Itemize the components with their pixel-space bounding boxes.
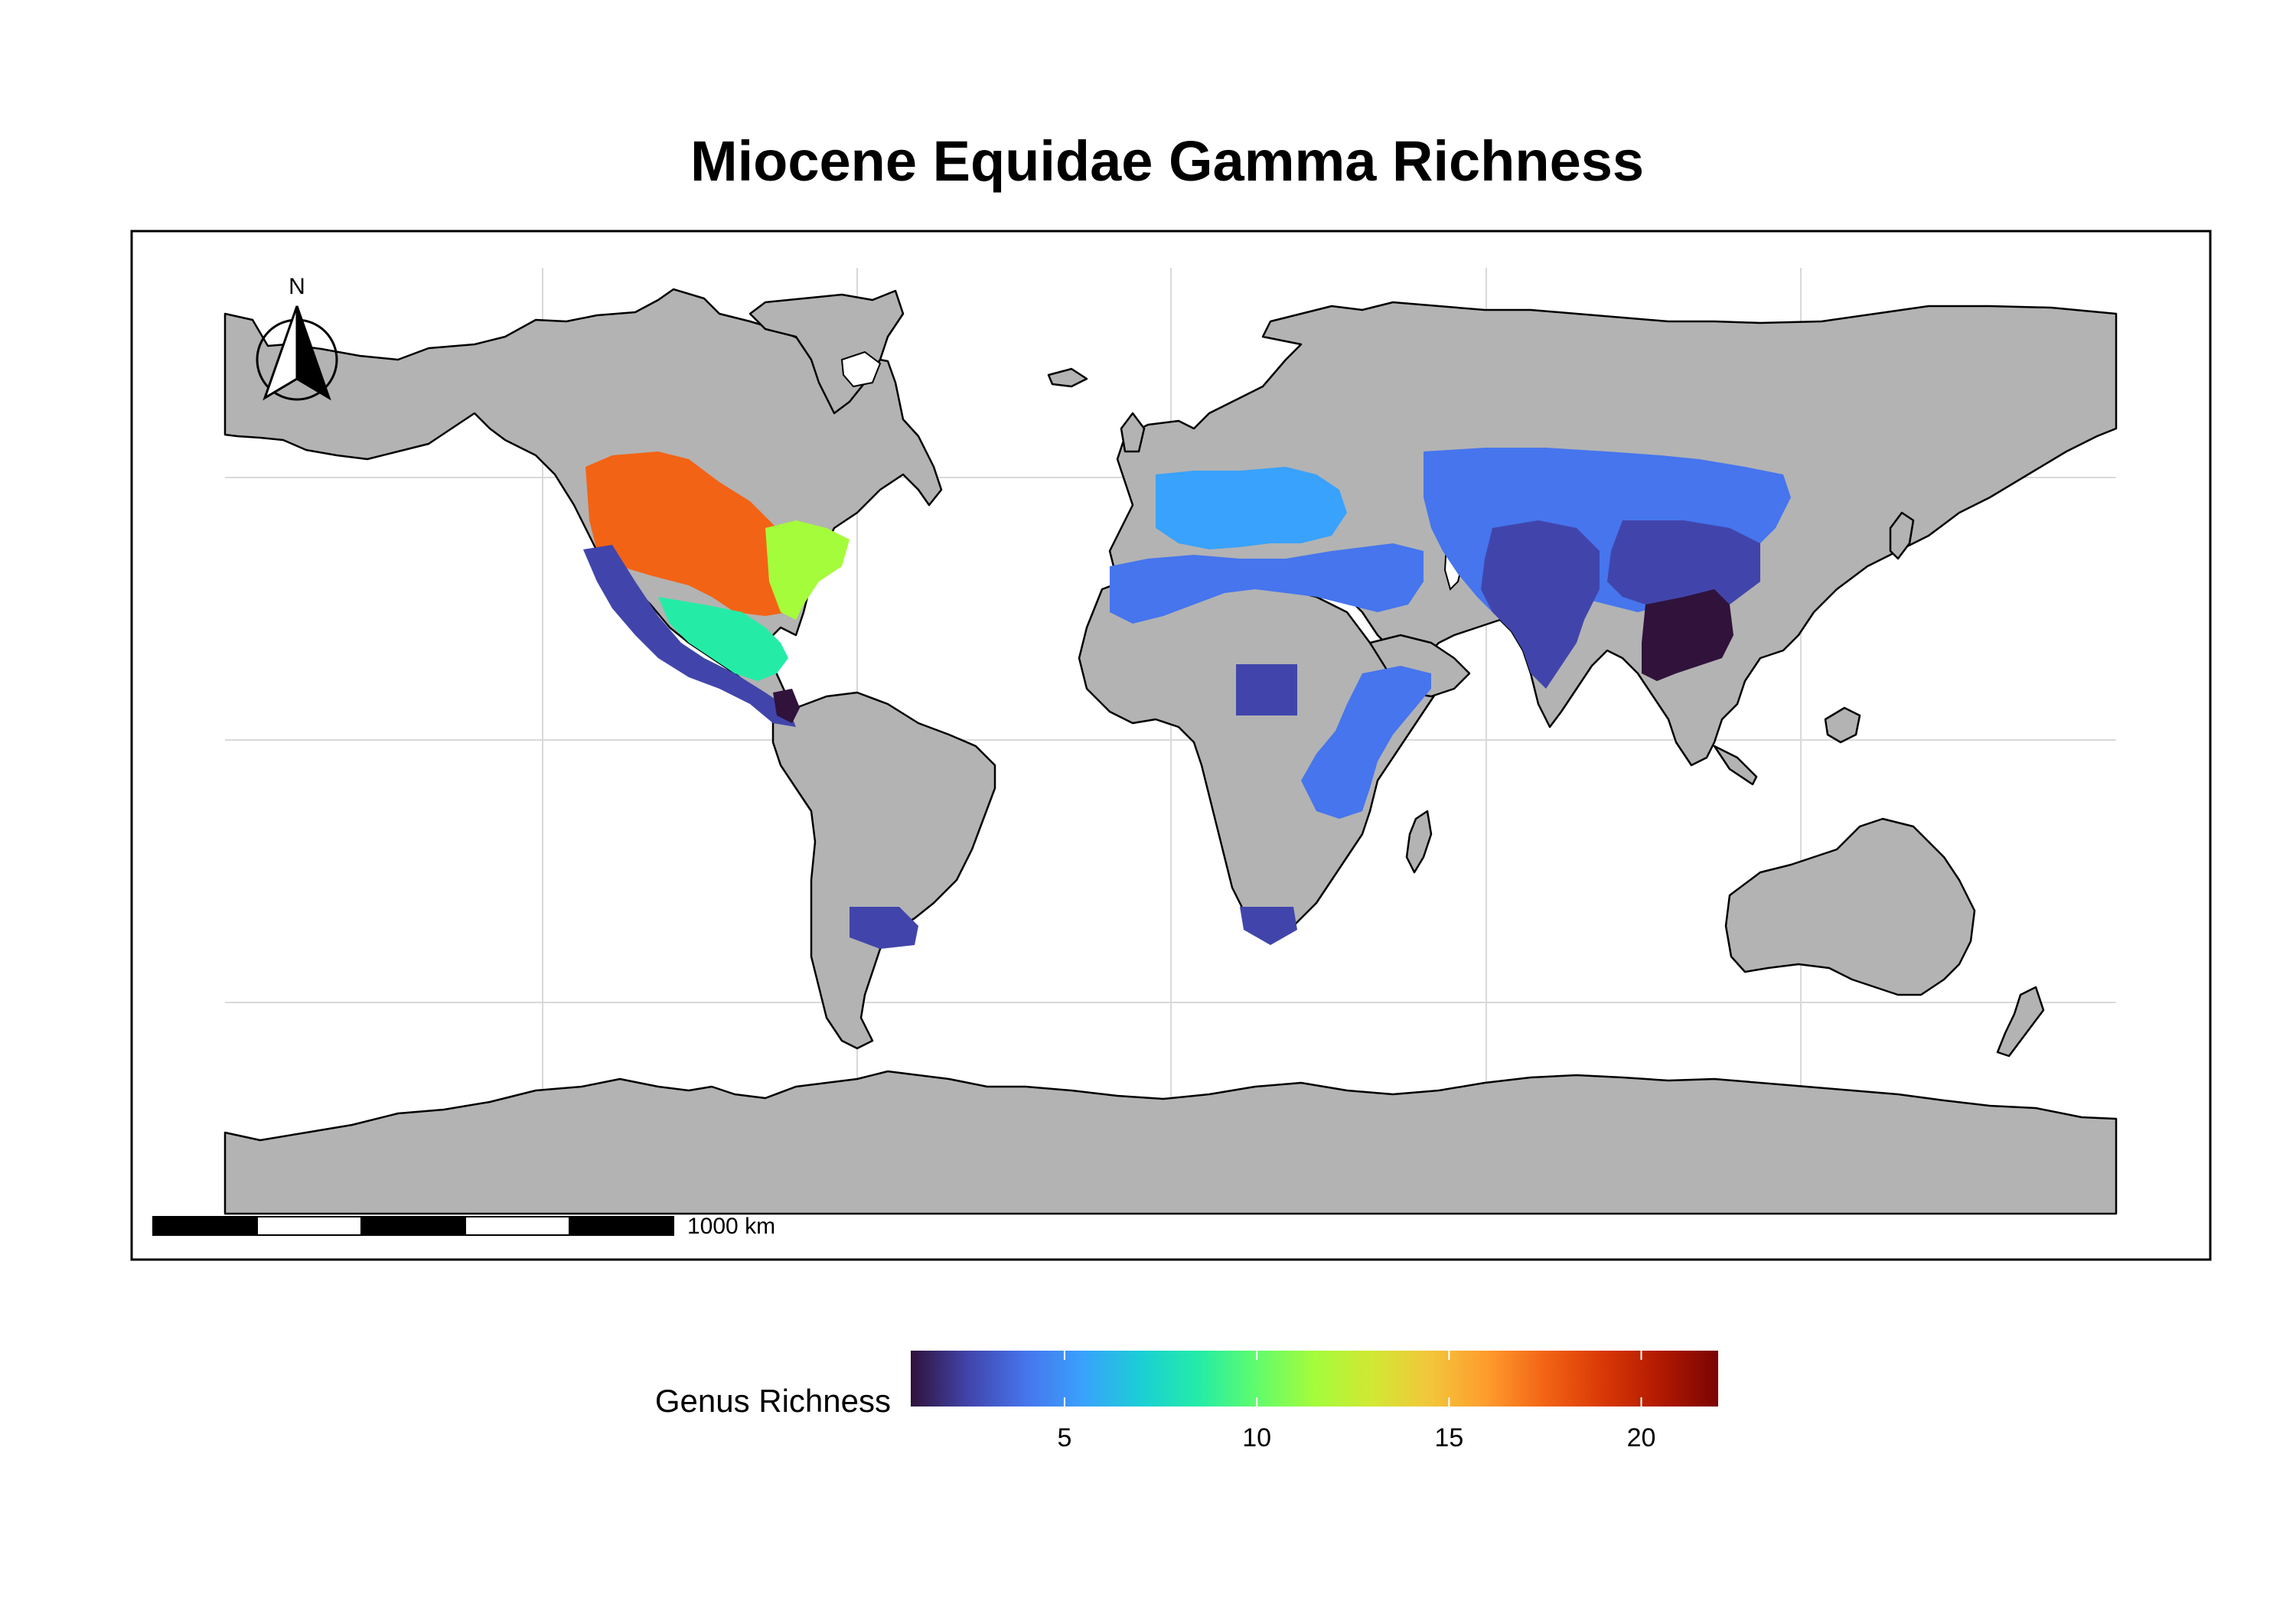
map-title: Miocene Equidae Gamma Richness xyxy=(690,129,1645,193)
antarctica xyxy=(223,1070,2118,1215)
richness-cell-south-africa xyxy=(1240,907,1297,945)
borneo xyxy=(1824,706,1861,744)
iceland xyxy=(1047,367,1088,388)
north-arrow-label: N xyxy=(289,274,305,299)
south-america xyxy=(771,691,996,1050)
scale-bar-label: 1000 km xyxy=(687,1214,775,1239)
australia xyxy=(1724,817,1976,996)
legend-tick-label: 15 xyxy=(1434,1423,1463,1452)
uk xyxy=(1120,412,1146,453)
richness-cell-argentina xyxy=(850,907,918,949)
richness-cell-central-america xyxy=(773,689,800,723)
legend-colorbar xyxy=(911,1351,1718,1407)
richness-cell-pacific-coast xyxy=(583,545,796,727)
hudson-bay xyxy=(840,350,882,388)
madagascar xyxy=(1405,810,1433,874)
richness-cell-mediterranean-europe xyxy=(1156,467,1347,549)
legend-title: Genus Richness xyxy=(655,1383,891,1419)
richness-cell-east-asia xyxy=(1607,520,1760,612)
richness-cell-mexico xyxy=(658,597,788,681)
richness-cell-south-china xyxy=(1642,589,1733,681)
legend-tick-label: 5 xyxy=(1057,1423,1071,1452)
richness-cell-north-africa xyxy=(1110,543,1424,624)
richness-cell-central-africa xyxy=(1236,664,1297,715)
richness-cell-east-africa xyxy=(1301,666,1431,819)
scale-bar-segment xyxy=(360,1216,466,1236)
richness-cell-great-plains xyxy=(585,451,800,616)
legend-tick-label: 10 xyxy=(1242,1423,1271,1452)
legend: Genus Richness 5 10 15 20 xyxy=(655,1351,1718,1452)
scale-bar-segment xyxy=(465,1216,570,1236)
richness-cell-gulf-coast xyxy=(765,520,850,620)
scale-bar: 1000 km xyxy=(152,1214,775,1239)
north-arrow: N xyxy=(256,274,338,401)
new-zealand xyxy=(1996,986,2045,1058)
scale-bar-segment xyxy=(569,1216,674,1236)
north-arrow-right-half xyxy=(295,305,331,401)
japan xyxy=(1889,511,1915,560)
scale-bar-segment xyxy=(256,1216,362,1236)
richness-raster xyxy=(583,448,1791,949)
richness-cell-south-asia xyxy=(1481,520,1600,689)
legend-ticks: 5 10 15 20 xyxy=(1057,1351,1655,1452)
sumatra xyxy=(1713,745,1758,786)
legend-tick-label: 20 xyxy=(1627,1423,1656,1452)
land-masses xyxy=(223,288,2118,1215)
scale-bar-segment xyxy=(152,1216,258,1236)
